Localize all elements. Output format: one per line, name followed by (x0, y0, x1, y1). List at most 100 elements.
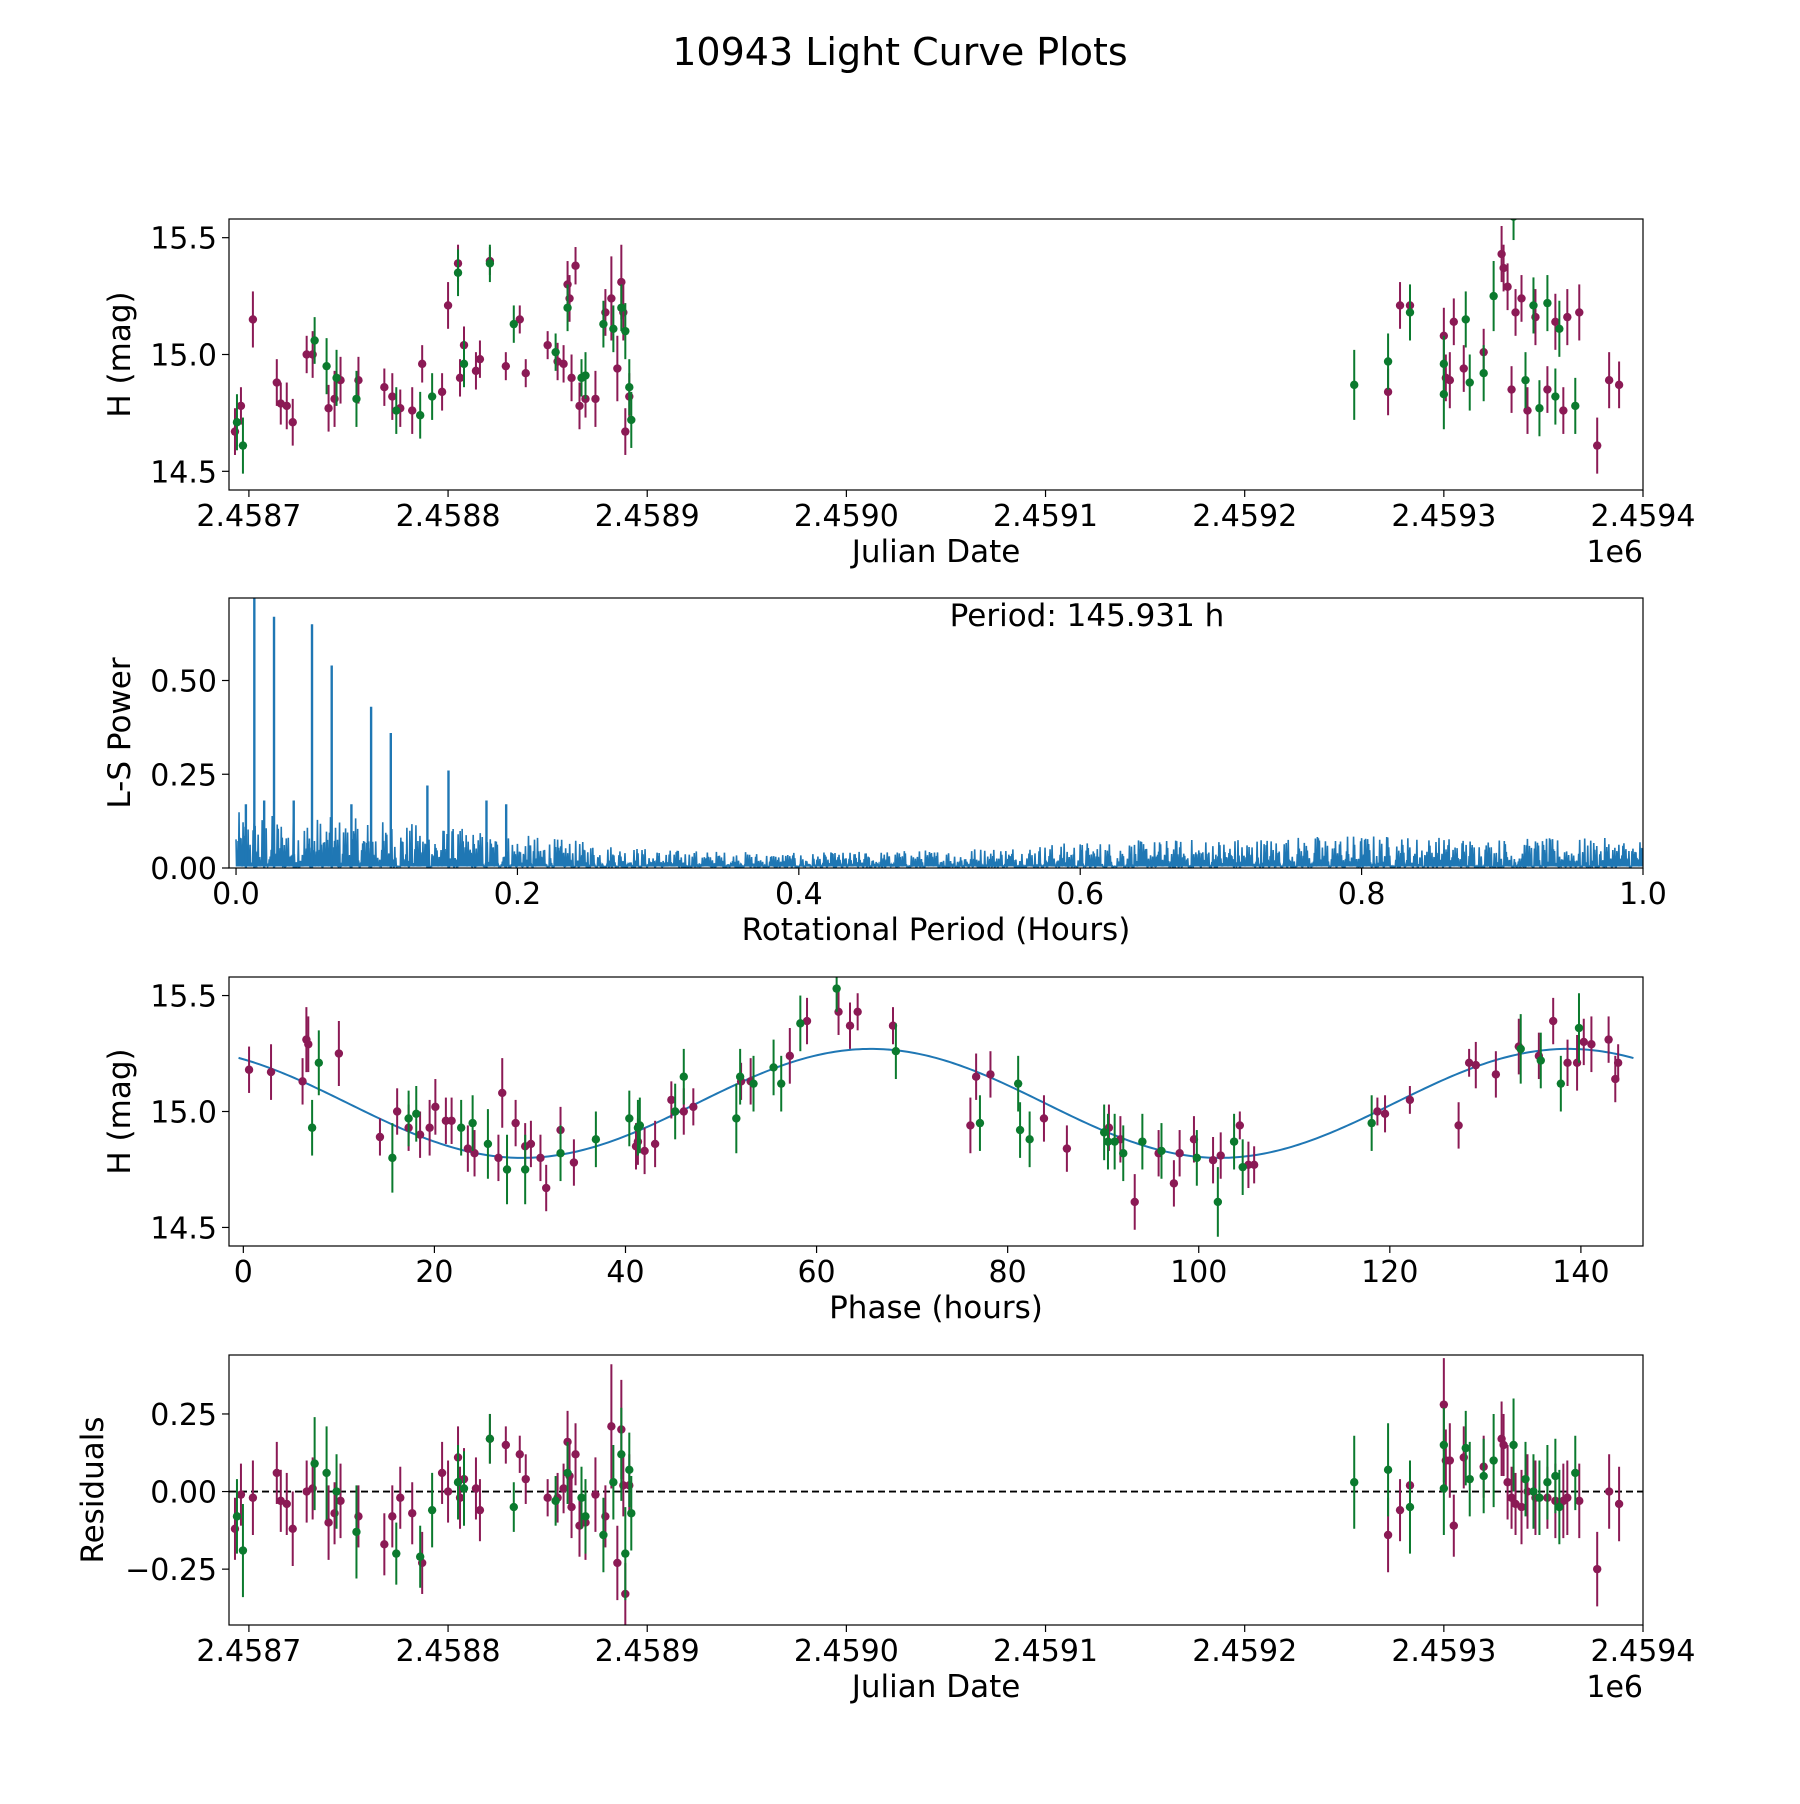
raw-data-point (617, 303, 626, 312)
raw-data-point (1551, 317, 1560, 326)
folded-x-tick-label: 120 (1361, 1255, 1418, 1290)
folded-data-point (304, 1040, 313, 1049)
folded-data-point (1587, 1040, 1596, 1049)
periodogram-x-tick-label: 1.0 (1619, 877, 1667, 912)
folded-data-point (670, 1107, 680, 1116)
residuals-y-tick-label: 0.00 (150, 1476, 217, 1511)
folded-x-tick-label: 20 (415, 1255, 453, 1290)
folded-y-tick-label: 15.0 (150, 1096, 217, 1131)
residuals-x-tick-label: 2.4590 (794, 1634, 899, 1669)
periodogram-frame (228, 597, 1644, 869)
raw-data-point (613, 364, 622, 373)
folded-data-point (1367, 1118, 1376, 1128)
folded-x-tick-label: 140 (1552, 1255, 1609, 1290)
periodogram-x-tick-label: 0.0 (212, 877, 260, 912)
residuals-data-point (1383, 1530, 1393, 1540)
residuals-data-point (485, 1434, 495, 1443)
residuals-x-tick-label: 2.4588 (396, 1634, 501, 1669)
periodogram-x-tick-label: 0.4 (775, 877, 823, 912)
folded-series-green (307, 977, 1584, 1237)
raw-data-point (1459, 364, 1468, 373)
raw-y-tick-label: 15.5 (150, 222, 217, 257)
folded-data-point (375, 1132, 385, 1142)
raw-data-point (475, 354, 485, 364)
raw-data-point (563, 303, 572, 312)
residuals-data-point (543, 1493, 552, 1502)
folded-data-point (388, 1153, 397, 1163)
folded-data-point (463, 1144, 473, 1153)
raw-data-point (599, 319, 608, 329)
residuals-data-point (1405, 1502, 1415, 1512)
folded-data-point (796, 1019, 805, 1028)
residuals-data-point (551, 1496, 560, 1506)
folded-data-point (975, 1118, 985, 1128)
residuals-data-point (1592, 1564, 1602, 1574)
residuals-x-tick-label: 2.4591 (993, 1634, 1098, 1669)
folded-data-point (569, 1158, 579, 1167)
residuals-y-tick-label: 0.25 (150, 1398, 217, 1433)
residuals-data-point (1449, 1521, 1459, 1530)
raw-data-point (437, 387, 447, 397)
residuals-data-point (1395, 1505, 1405, 1515)
folded-data-point (1103, 1137, 1113, 1146)
folded-data-point (1572, 1058, 1582, 1068)
residuals-data-point (248, 1493, 258, 1502)
residuals-data-point (288, 1524, 297, 1533)
residuals-data-point (521, 1474, 530, 1484)
raw-data-point (232, 418, 242, 427)
raw-y-tick-label: 14.5 (150, 455, 217, 490)
raw-light-curve-axes: 2.4587 2.4588 2.4589 2.4590 2.4591 2.4592 2.45… (102, 218, 1695, 570)
folded-data-point (307, 1123, 317, 1132)
residuals-data-point (352, 1527, 361, 1537)
residuals-data-point (617, 1450, 626, 1459)
folded-y-tick-label: 14.5 (150, 1211, 217, 1246)
residuals-data-point (388, 1512, 397, 1521)
raw-data-point (1479, 368, 1488, 378)
raw-data-point (388, 392, 397, 401)
residuals-data-point (559, 1484, 568, 1493)
periodogram-plot-area (235, 598, 1643, 868)
folded-data-point (1235, 1121, 1245, 1130)
folded-data-point (591, 1135, 601, 1144)
residuals-data-point (1517, 1502, 1526, 1512)
residuals-data-point (563, 1468, 572, 1478)
folded-data-point (498, 1088, 507, 1098)
folded-data-point (749, 1079, 758, 1088)
folded-data-point (1464, 1058, 1474, 1068)
residuals-series-green (232, 1398, 1580, 1601)
residuals-data-point (1543, 1478, 1552, 1487)
raw-data-point (521, 368, 530, 378)
folded-data-point (425, 1123, 434, 1132)
residuals-data-point (437, 1468, 447, 1478)
raw-data-point (1517, 294, 1526, 303)
folded-x-tick-label: 100 (1170, 1255, 1227, 1290)
residuals-data-point (1521, 1474, 1530, 1484)
residuals-data-point (571, 1450, 580, 1459)
residuals-data-point (396, 1493, 405, 1502)
folded-data-point (1556, 1079, 1566, 1088)
raw-data-point (1445, 375, 1455, 385)
raw-data-point (1511, 308, 1520, 317)
raw-y-tick-label: 15.0 (150, 339, 217, 374)
folded-data-point (679, 1072, 688, 1081)
residuals-data-point (1563, 1493, 1572, 1502)
folded-data-point (266, 1067, 276, 1077)
raw-data-point (324, 404, 333, 413)
residuals-data-point (607, 1422, 616, 1431)
folded-data-point (1471, 1060, 1481, 1070)
folded-data-point (1548, 1016, 1558, 1026)
folded-data-point (456, 1123, 466, 1132)
residuals-data-point (591, 1490, 600, 1499)
folded-data-point (1192, 1153, 1202, 1163)
folded-data-point (785, 1051, 795, 1061)
raw-frame (228, 218, 1644, 491)
folded-data-point (526, 1139, 536, 1149)
folded-data-point (1062, 1144, 1072, 1153)
raw-data-point (591, 394, 600, 404)
raw-data-point (1571, 401, 1580, 411)
raw-data-point (1510, 219, 1518, 221)
residuals-data-point (501, 1440, 511, 1450)
residuals-data-point (1535, 1493, 1544, 1502)
raw-data-point (621, 427, 630, 436)
